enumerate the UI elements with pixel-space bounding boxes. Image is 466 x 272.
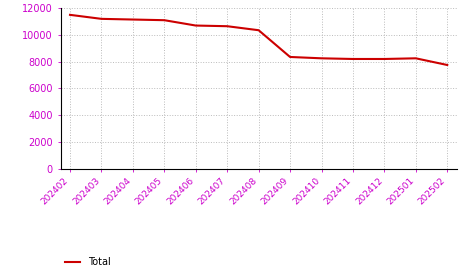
Total [67, 13, 73, 17]
Legend: Total: Total [65, 257, 110, 267]
Total [225, 24, 230, 28]
Total [445, 63, 450, 67]
Total [193, 24, 199, 27]
Total [99, 17, 104, 20]
Total [130, 18, 136, 21]
Total [256, 29, 261, 32]
Total [162, 18, 167, 22]
Total [287, 55, 293, 58]
Total [413, 57, 418, 60]
Total [382, 57, 387, 61]
Total [350, 57, 356, 61]
Total [319, 57, 324, 60]
Line: Total: Total [70, 15, 447, 65]
